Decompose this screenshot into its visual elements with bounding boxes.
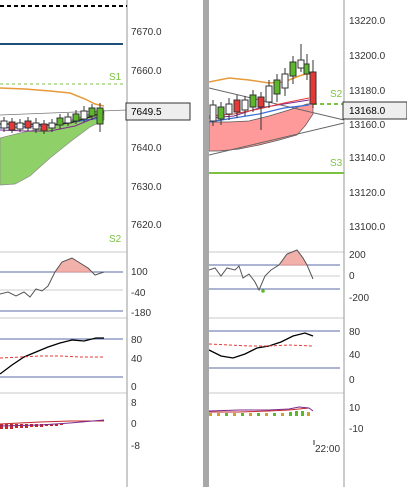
rsi-tick: -40 bbox=[131, 288, 146, 299]
candles bbox=[0, 103, 104, 134]
price-tick: 7640.0 bbox=[131, 143, 162, 154]
price-tick: 7670.0 bbox=[131, 27, 162, 38]
panel-gap bbox=[195, 0, 203, 487]
stoch-tick: 80 bbox=[131, 335, 143, 346]
s1-label: S1 bbox=[109, 72, 122, 83]
left-chart-panel[interactable]: 7670.0 7660.0 7640.0 7630.0 7620.0 7649.… bbox=[0, 0, 195, 487]
rsi-tick: 100 bbox=[131, 267, 148, 278]
price-tick: 7630.0 bbox=[131, 182, 162, 193]
current-price-box bbox=[125, 102, 191, 121]
macd-line bbox=[0, 419, 105, 427]
price-tick: 7660.0 bbox=[131, 66, 162, 77]
macd-tick: -8 bbox=[131, 441, 140, 452]
stoch-k-line bbox=[0, 337, 104, 375]
upper-band-line bbox=[0, 87, 105, 107]
price-tick: 13120.0 bbox=[349, 188, 386, 199]
trend-line bbox=[209, 87, 345, 121]
stoch-tick: 40 bbox=[349, 350, 361, 361]
trend-line bbox=[209, 122, 345, 156]
macd-histogram bbox=[209, 411, 310, 416]
ma-line-blue bbox=[209, 104, 310, 123]
stoch-d-line bbox=[209, 343, 314, 347]
panel-splitter[interactable] bbox=[203, 0, 209, 487]
macd-tick: 10 bbox=[349, 403, 361, 414]
price-tick: 13180.0 bbox=[349, 86, 386, 97]
rsi-tick: 200 bbox=[349, 250, 366, 261]
rsi-tick: 0 bbox=[349, 271, 355, 282]
stoch-tick: 0 bbox=[131, 382, 137, 393]
macd-tick: 8 bbox=[131, 398, 137, 409]
macd-tick: -10 bbox=[349, 424, 364, 435]
stoch-tick: 80 bbox=[349, 327, 361, 338]
current-price-label: 7649.5 bbox=[131, 107, 162, 118]
price-tick: 13200.0 bbox=[349, 51, 386, 62]
price-tick: 7620.0 bbox=[131, 220, 162, 231]
current-price-box bbox=[342, 101, 407, 120]
macd-tick: 0 bbox=[131, 419, 137, 430]
right-chart-canvas[interactable]: 13220.0 13200.0 13180.0 13160.0 13140.0 … bbox=[209, 0, 407, 487]
trend-line bbox=[0, 109, 128, 116]
macd-line bbox=[209, 406, 314, 412]
current-price-label: 13168.0 bbox=[349, 106, 386, 117]
macd-signal-line bbox=[209, 407, 310, 413]
price-tick: 13220.0 bbox=[349, 16, 386, 27]
s3-label: S3 bbox=[330, 158, 343, 169]
price-tick: 13140.0 bbox=[349, 153, 386, 164]
stoch-tick: 0 bbox=[349, 375, 355, 386]
overbought-fill bbox=[54, 257, 93, 273]
candles bbox=[209, 44, 317, 130]
price-tick: 13100.0 bbox=[349, 222, 386, 233]
s2-label: S2 bbox=[109, 234, 122, 245]
cci-line bbox=[0, 257, 105, 298]
rsi-tick: -200 bbox=[349, 293, 369, 304]
cci-signal-dot bbox=[261, 289, 265, 293]
stoch-tick: 40 bbox=[131, 354, 143, 365]
cci-line bbox=[209, 249, 314, 292]
s2-label: S2 bbox=[330, 89, 343, 100]
price-tick: 13160.0 bbox=[349, 120, 386, 131]
stoch-k-line bbox=[209, 332, 314, 359]
ma-line-purple bbox=[0, 113, 105, 132]
time-axis-label: 22:00 bbox=[315, 444, 340, 455]
right-chart-panel[interactable]: 13220.0 13200.0 13180.0 13160.0 13140.0 … bbox=[209, 0, 407, 487]
ma-line-purple bbox=[209, 99, 310, 119]
left-chart-canvas[interactable]: 7670.0 7660.0 7640.0 7630.0 7620.0 7649.… bbox=[0, 0, 195, 487]
stoch-d-line bbox=[0, 355, 104, 359]
rsi-tick: -180 bbox=[131, 308, 151, 319]
ma-line-red bbox=[209, 97, 310, 117]
upper-band-line bbox=[209, 71, 314, 84]
